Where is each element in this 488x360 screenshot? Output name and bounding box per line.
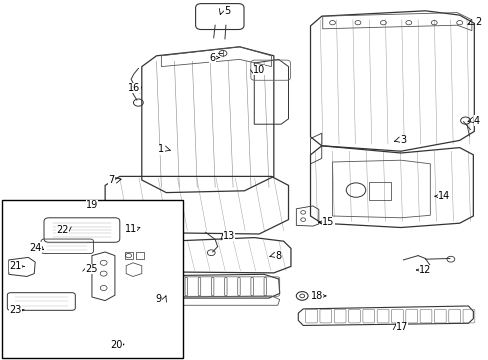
Text: 19: 19 [85,200,98,210]
Text: 2: 2 [474,17,480,27]
Text: 3: 3 [400,135,406,145]
Text: 10: 10 [252,65,265,75]
Text: 25: 25 [85,264,98,274]
Text: 7: 7 [108,175,114,185]
Text: 5: 5 [224,6,230,16]
Text: 18: 18 [310,291,323,301]
Text: 9: 9 [156,294,162,304]
Text: 24: 24 [29,243,41,253]
Text: 23: 23 [9,305,22,315]
Text: 12: 12 [418,265,431,275]
Text: 16: 16 [128,83,141,93]
Text: 21: 21 [9,261,22,271]
Text: 22: 22 [56,225,69,235]
Text: 14: 14 [437,191,449,201]
Text: 8: 8 [275,251,281,261]
Text: 13: 13 [222,231,235,241]
Bar [2,200,183,358]
Text: 20: 20 [110,340,122,350]
Text: 1: 1 [158,144,164,154]
Text: 4: 4 [473,116,479,126]
Text: 6: 6 [209,53,215,63]
Text: 15: 15 [322,217,334,228]
Text: 11: 11 [124,224,137,234]
Text: 17: 17 [395,322,407,332]
